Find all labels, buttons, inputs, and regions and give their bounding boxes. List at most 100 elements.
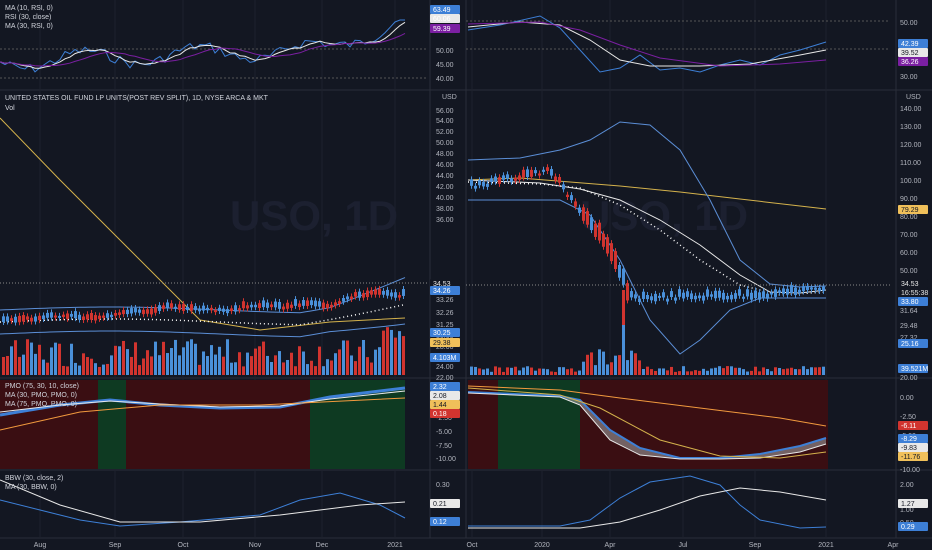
- volume-bar: [26, 339, 29, 375]
- volume-bar: [362, 339, 365, 375]
- price-badge-text: 29.38: [433, 340, 451, 347]
- candle-body: [742, 296, 745, 299]
- candle-body: [670, 291, 673, 298]
- pmo-legend-item: MA (30, PMO, PMO, 0): [5, 392, 77, 399]
- candle-body: [210, 307, 213, 311]
- candle-body: [170, 303, 173, 308]
- price-tick: 31.64: [900, 308, 918, 315]
- candle-body: [326, 303, 329, 309]
- candle-body: [610, 243, 613, 262]
- candle-body: [750, 292, 753, 300]
- candle-body: [166, 302, 169, 309]
- pmo-badge-bg: [430, 382, 460, 391]
- volume-bar: [302, 351, 305, 375]
- candle-body: [314, 300, 317, 307]
- candle-body: [502, 175, 505, 180]
- price-tick: 20.00: [900, 375, 918, 382]
- volume-bar: [658, 368, 661, 375]
- volume-bar: [90, 358, 93, 375]
- candle-body: [802, 286, 805, 292]
- volume-bar: [134, 342, 137, 375]
- candle-body: [186, 306, 189, 311]
- candle-body: [354, 292, 357, 297]
- rsi-tick: 30.00: [900, 74, 918, 81]
- price-badge-text: 39.521M: [901, 366, 928, 373]
- candle-body: [214, 310, 217, 313]
- volume-bar: [138, 365, 141, 375]
- candle-body: [590, 217, 593, 231]
- candle-body: [370, 290, 373, 295]
- time-label: Oct: [467, 542, 478, 549]
- candle-body: [674, 297, 677, 301]
- volume-bar: [518, 370, 521, 375]
- rsi-badge-bg: [898, 57, 928, 66]
- price-tick: 140.00: [900, 106, 922, 113]
- price-badge: 4.103M: [430, 353, 460, 362]
- volume-bar: [294, 366, 297, 375]
- pmo-fill: [468, 392, 826, 459]
- volume-bar: [470, 366, 473, 375]
- pmo-badge-text: -11.76: [901, 454, 920, 461]
- volume-bar: [546, 369, 549, 375]
- volume-bar: [326, 359, 329, 375]
- price-badge: 34.26: [430, 286, 460, 295]
- volume-bar: [638, 360, 641, 375]
- pmo-red-zone: [0, 380, 98, 469]
- price-badge-text: 30.25: [433, 330, 451, 337]
- volume-bar: [558, 367, 561, 375]
- candle-body: [66, 313, 69, 319]
- candle-body: [794, 287, 797, 296]
- rsi-badge: 39.52: [898, 48, 928, 57]
- candle-body: [126, 309, 129, 315]
- volume-bar: [786, 368, 789, 375]
- currency-label: USD: [906, 94, 921, 101]
- volume-bar: [666, 370, 669, 375]
- price-tick: 70.00: [900, 232, 918, 239]
- price-tick: 60.00: [900, 250, 918, 257]
- candle-body: [706, 289, 709, 297]
- candle-body: [350, 296, 353, 299]
- price-badge-text: 34.53: [901, 281, 919, 288]
- candle-body: [522, 169, 525, 178]
- candle-body: [526, 169, 529, 177]
- pmo-badge: -8.29: [898, 434, 928, 443]
- candle-body: [694, 295, 697, 300]
- volume-bar: [198, 364, 201, 375]
- pmo-badge-text: 2.32: [433, 384, 447, 391]
- price-badge: 16:55:38: [898, 288, 928, 297]
- candle-body: [6, 316, 9, 322]
- price-tick: 46.00: [436, 162, 454, 169]
- rsi-tick: 40.00: [436, 76, 454, 83]
- volume-bar: [602, 351, 605, 375]
- volume-bar: [718, 366, 721, 375]
- rsi-badge-bg: [430, 14, 460, 23]
- axis-badges: 63.4960.0659.3934.5334.2630.2529.384.103…: [430, 5, 928, 531]
- time-label: 2020: [534, 542, 550, 549]
- rsi-badge-text: 39.52: [901, 50, 919, 57]
- volume-bar: [130, 356, 133, 375]
- candle-body: [290, 304, 293, 308]
- candle-body: [814, 287, 817, 290]
- pmo-red-zone: [580, 380, 828, 469]
- bbw-badge-bg: [898, 522, 928, 531]
- volume-bar: [374, 349, 377, 375]
- volume-bar: [266, 355, 269, 375]
- candle-body: [762, 291, 765, 298]
- volume-bar: [554, 371, 557, 375]
- volume-bar: [710, 368, 713, 375]
- candle-body: [118, 312, 121, 315]
- price-badge: 39.521M: [898, 364, 928, 373]
- volume-bar: [150, 356, 153, 375]
- time-label: Aug: [34, 542, 47, 549]
- price-badge: 34.53: [430, 279, 460, 288]
- volume-bar: [94, 363, 97, 375]
- rsi-badge: 60.06: [430, 14, 460, 23]
- candle-body: [206, 307, 209, 311]
- candle-body: [698, 295, 701, 299]
- price-badge-text: 33.80: [901, 299, 919, 306]
- candle-body: [14, 316, 17, 323]
- candle-body: [478, 180, 481, 186]
- candle-body: [286, 302, 289, 309]
- time-label: Sep: [109, 542, 122, 549]
